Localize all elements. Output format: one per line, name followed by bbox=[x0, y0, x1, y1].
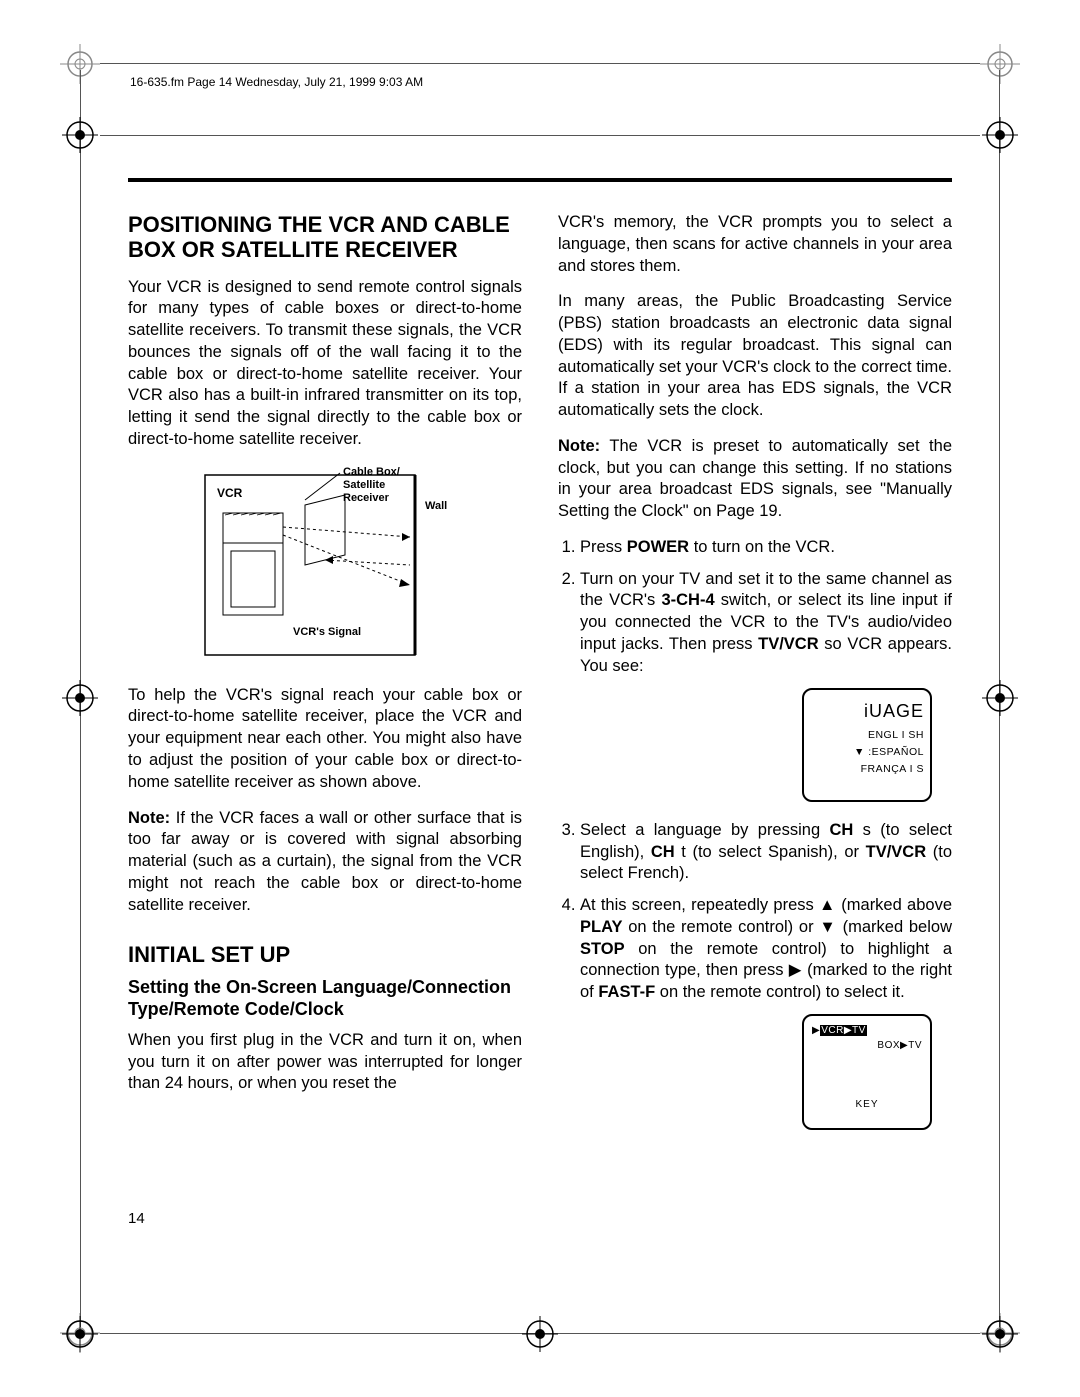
step-list: Press POWER to turn on the VCR. Turn on … bbox=[580, 537, 952, 1130]
header-rule bbox=[128, 178, 952, 182]
registration-target bbox=[62, 117, 98, 153]
language-screen: iUAGE ENGL I SH ▼ :ESPAÑOL FRANÇA I S bbox=[802, 688, 932, 802]
screen-title: iUAGE bbox=[810, 700, 924, 724]
registration-target bbox=[62, 1316, 98, 1352]
svg-text:VCR's Signal: VCR's Signal bbox=[293, 626, 361, 638]
running-head: 16-635.fm Page 14 Wednesday, July 21, 19… bbox=[130, 75, 423, 89]
screen-line: ▶VCR▶TV bbox=[812, 1024, 922, 1037]
step-item: Press POWER to turn on the VCR. bbox=[580, 537, 952, 559]
body-paragraph: In many areas, the Public Broadcasting S… bbox=[558, 291, 952, 422]
screen-key-label: KEY bbox=[812, 1098, 922, 1111]
crop-mark bbox=[980, 44, 1020, 84]
svg-text:VCR: VCR bbox=[217, 486, 243, 500]
page-number: 14 bbox=[128, 1210, 145, 1227]
body-paragraph: To help the VCR's signal reach your cabl… bbox=[128, 685, 522, 794]
body-paragraph: Note: The VCR is preset to automatically… bbox=[558, 436, 952, 523]
svg-text:Receiver: Receiver bbox=[343, 492, 390, 504]
step-item: At this screen, repeatedly press ▲ (mark… bbox=[580, 895, 952, 1129]
body-paragraph: Your VCR is designed to send remote cont… bbox=[128, 277, 522, 451]
screen-line: BOX▶TV bbox=[812, 1039, 922, 1052]
section-heading-positioning: POSITIONING THE VCR AND CABLE BOX OR SAT… bbox=[128, 212, 522, 263]
body-paragraph: VCR's memory, the VCR prompts you to sel… bbox=[558, 212, 952, 277]
note-label: Note: bbox=[558, 437, 600, 455]
registration-target bbox=[982, 117, 1018, 153]
connection-screen: ▶VCR▶TV BOX▶TV KEY bbox=[802, 1014, 932, 1130]
note-text: If the VCR faces a wall or other surface… bbox=[128, 809, 522, 914]
registration-line bbox=[100, 135, 980, 136]
note-text: The VCR is preset to automatically set t… bbox=[558, 437, 952, 520]
registration-target bbox=[522, 1316, 558, 1352]
registration-target bbox=[982, 680, 1018, 716]
vcr-signal-diagram: VCR Cable Box/ Satellite Receiver Wall V… bbox=[175, 465, 475, 665]
step-item: Select a language by pressing CH s (to s… bbox=[580, 820, 952, 885]
registration-target bbox=[62, 680, 98, 716]
svg-text:Satellite: Satellite bbox=[343, 479, 385, 491]
body-paragraph: Note: If the VCR faces a wall or other s… bbox=[128, 808, 522, 917]
note-label: Note: bbox=[128, 809, 170, 827]
page-content: POSITIONING THE VCR AND CABLE BOX OR SAT… bbox=[128, 212, 952, 1227]
body-paragraph: When you first plug in the VCR and turn … bbox=[128, 1030, 522, 1095]
registration-target bbox=[982, 1316, 1018, 1352]
section-heading-initial-setup: INITIAL SET UP bbox=[128, 940, 522, 969]
screen-option: ▼ :ESPAÑOL bbox=[810, 746, 924, 760]
screen-option: FRANÇA I S bbox=[810, 763, 924, 777]
screen-option: ENGL I SH bbox=[810, 729, 924, 743]
subsection-heading: Setting the On-Screen Language/Connectio… bbox=[128, 977, 522, 1019]
svg-text:Wall: Wall bbox=[425, 500, 447, 512]
registration-line bbox=[100, 63, 980, 64]
svg-text:Cable Box/: Cable Box/ bbox=[343, 466, 400, 478]
step-item: Turn on your TV and set it to the same c… bbox=[580, 569, 952, 802]
